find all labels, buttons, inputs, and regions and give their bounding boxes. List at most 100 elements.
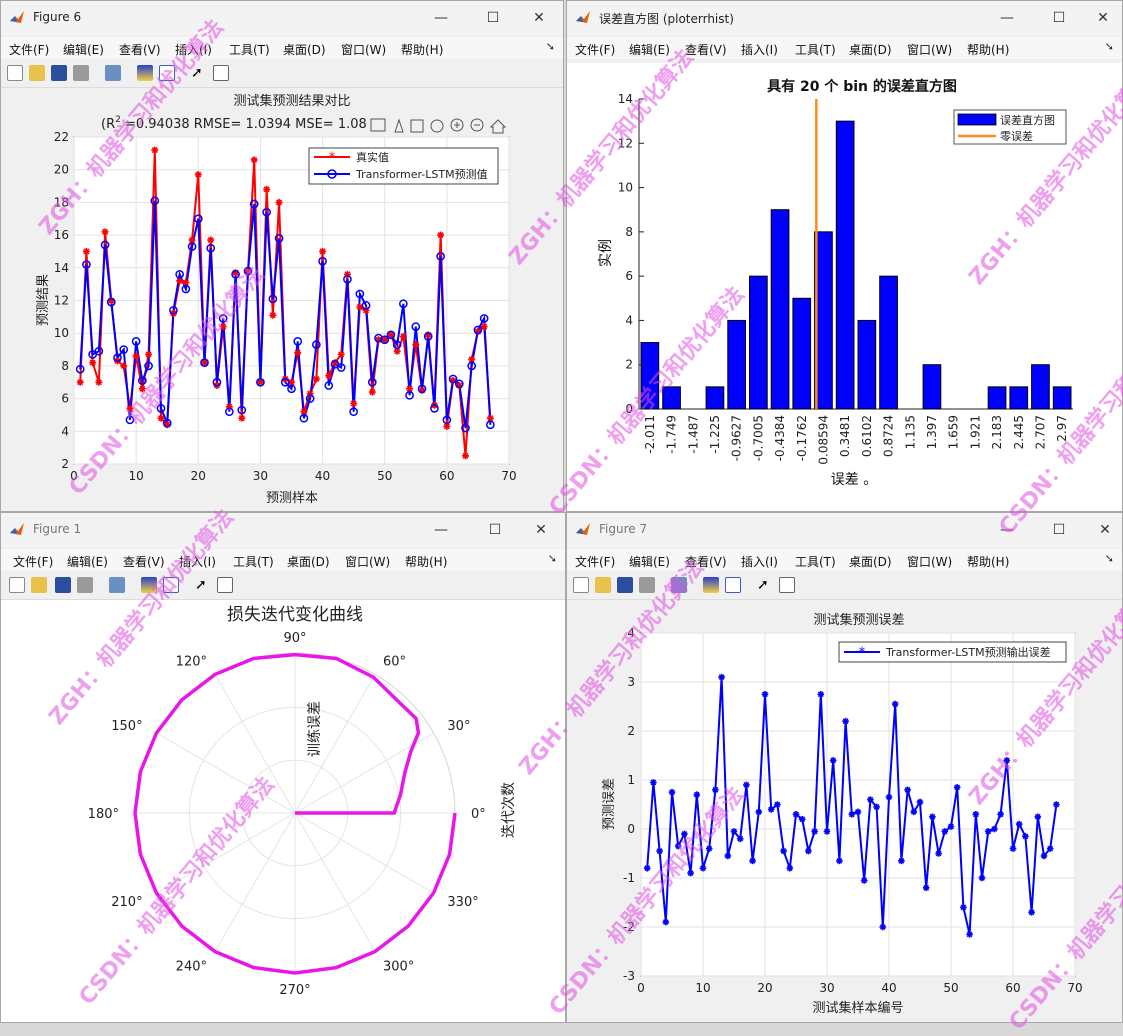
print-icon[interactable] (73, 65, 89, 81)
menu-edit[interactable]: 编辑(E) (629, 555, 670, 569)
menu-window[interactable]: 窗口(W) (907, 43, 953, 57)
menu-file[interactable]: 文件(F) (575, 43, 616, 57)
legend-icon[interactable] (159, 65, 175, 81)
property-inspector-icon[interactable] (779, 577, 795, 593)
open-icon[interactable] (31, 577, 47, 593)
menu-view[interactable]: 查看(V) (119, 43, 161, 57)
window-title: 误差直方图 (ploterrhist) (599, 12, 734, 26)
pointer-icon[interactable]: ➚ (191, 65, 203, 81)
zoom-in-icon[interactable] (450, 118, 464, 132)
prediction-comparison-chart[interactable]: 测试集预测结果对比 (R2 =0.94038 RMSE= 1.0394 MSE=… (1, 88, 563, 511)
colorbar-icon[interactable] (137, 65, 153, 81)
export-icon[interactable] (370, 118, 386, 132)
minimize-button[interactable]: — (1000, 10, 1014, 26)
menu-tools[interactable]: 工具(T) (229, 43, 270, 57)
brush-icon[interactable] (394, 118, 404, 133)
menu-tools[interactable]: 工具(T) (795, 43, 836, 57)
print-icon[interactable] (77, 577, 93, 593)
legend[interactable]: * Transformer-LSTM预测输出误差 (838, 641, 1067, 663)
menu-view[interactable]: 查看(V) (123, 555, 165, 569)
maximize-button[interactable]: ☐ (1052, 522, 1066, 538)
menu-help[interactable]: 帮助(H) (401, 43, 444, 57)
maximize-button[interactable]: ☐ (1052, 10, 1066, 26)
menu-insert[interactable]: 插入(I) (179, 555, 216, 569)
menu-edit[interactable]: 编辑(E) (629, 43, 670, 57)
title-bar[interactable]: Figure 7 — ☐ ✕ (567, 513, 1122, 547)
menu-desktop[interactable]: 桌面(D) (849, 555, 892, 569)
loss-polar-chart[interactable]: 损失迭代变化曲线 0° 30° 60° 90° 120° 150° 180° 210° 240°… (1, 600, 565, 1022)
menu-window[interactable]: 窗口(W) (907, 555, 953, 569)
menu-window[interactable]: 窗口(W) (341, 43, 387, 57)
title-bar[interactable]: 误差直方图 (ploterrhist) — ☐ ✕ (567, 1, 1122, 35)
colorbar-icon[interactable] (703, 577, 719, 593)
legend[interactable]: 误差直方图 零误差 (953, 109, 1067, 145)
link-plot-icon[interactable] (109, 577, 125, 593)
menu-view[interactable]: 查看(V) (685, 555, 727, 569)
menu-insert[interactable]: 插入(I) (741, 43, 778, 57)
close-button[interactable]: ✕ (1099, 522, 1111, 538)
prediction-error-chart[interactable]: 测试集预测误差 0 10 20 30 40 50 60 70 -3 -2 -1 0 1 2 3 4 测试集样… (567, 600, 1122, 1022)
menu-edit[interactable]: 编辑(E) (67, 555, 108, 569)
pan-icon[interactable] (430, 119, 444, 133)
menu-desktop[interactable]: 桌面(D) (849, 43, 892, 57)
menu-window[interactable]: 窗口(W) (345, 555, 391, 569)
property-inspector-icon[interactable] (213, 65, 229, 81)
menu-insert[interactable]: 插入(I) (741, 555, 778, 569)
datatip-icon[interactable] (410, 119, 424, 133)
menu-file[interactable]: 文件(F) (9, 43, 50, 57)
legend-icon[interactable] (725, 577, 741, 593)
title-bar[interactable]: Figure 1 — ☐ ✕ (1, 513, 565, 547)
title-bar[interactable]: Figure 6 — ☐ ✕ (1, 1, 563, 35)
menu-help[interactable]: 帮助(H) (967, 555, 1010, 569)
menu-insert[interactable]: 插入(I) (175, 43, 212, 57)
new-figure-icon[interactable] (9, 577, 25, 593)
error-point (767, 806, 775, 813)
menu-tools[interactable]: 工具(T) (233, 555, 274, 569)
menu-file[interactable]: 文件(F) (13, 555, 54, 569)
menu-desktop[interactable]: 桌面(D) (287, 555, 330, 569)
dock-arrow-icon[interactable]: ➘ (1104, 40, 1114, 53)
save-icon[interactable] (51, 65, 67, 81)
menu-tools[interactable]: 工具(T) (795, 555, 836, 569)
close-button[interactable]: ✕ (533, 10, 545, 26)
close-button[interactable]: ✕ (535, 522, 547, 538)
dock-arrow-icon[interactable]: ➘ (545, 40, 555, 53)
menu-view[interactable]: 查看(V) (685, 43, 727, 57)
true-value-point (95, 378, 103, 386)
minimize-button[interactable]: — (434, 522, 448, 538)
link-plot-icon[interactable] (105, 65, 121, 81)
link-plot-icon[interactable] (671, 577, 687, 593)
new-figure-icon[interactable] (7, 65, 23, 81)
close-button[interactable]: ✕ (1097, 10, 1109, 26)
save-icon[interactable] (55, 577, 71, 593)
dock-arrow-icon[interactable]: ➘ (547, 552, 557, 565)
minimize-button[interactable]: — (434, 10, 448, 26)
angle-label: 120° (176, 655, 207, 670)
pointer-icon[interactable]: ➚ (757, 577, 769, 593)
minimize-button[interactable]: — (1000, 522, 1014, 538)
colorbar-icon[interactable] (141, 577, 157, 593)
menu-desktop[interactable]: 桌面(D) (283, 43, 326, 57)
maximize-button[interactable]: ☐ (488, 522, 502, 538)
menu-file[interactable]: 文件(F) (575, 555, 616, 569)
print-icon[interactable] (639, 577, 655, 593)
legend[interactable]: * 真实值 Transformer-LSTM预测值 (308, 147, 499, 185)
error-point (991, 825, 998, 833)
maximize-button[interactable]: ☐ (486, 10, 500, 26)
property-inspector-icon[interactable] (217, 577, 233, 593)
predicted-value-point (454, 379, 464, 389)
menu-help[interactable]: 帮助(H) (405, 555, 448, 569)
menu-edit[interactable]: 编辑(E) (63, 43, 104, 57)
new-figure-icon[interactable] (573, 577, 589, 593)
pointer-icon[interactable]: ➚ (195, 577, 207, 593)
home-icon[interactable] (489, 119, 507, 134)
menu-help[interactable]: 帮助(H) (967, 43, 1010, 57)
predicted-value-point (243, 266, 253, 276)
dock-arrow-icon[interactable]: ➘ (1104, 552, 1114, 565)
zoom-out-icon[interactable] (470, 118, 484, 132)
open-icon[interactable] (29, 65, 45, 81)
open-icon[interactable] (595, 577, 611, 593)
error-histogram-chart[interactable]: 具有 20 个 bin 的误差直方图 0 2 4 6 8 10 12 14 -2.011 -1.… (567, 63, 1122, 511)
legend-icon[interactable] (163, 577, 179, 593)
save-icon[interactable] (617, 577, 633, 593)
